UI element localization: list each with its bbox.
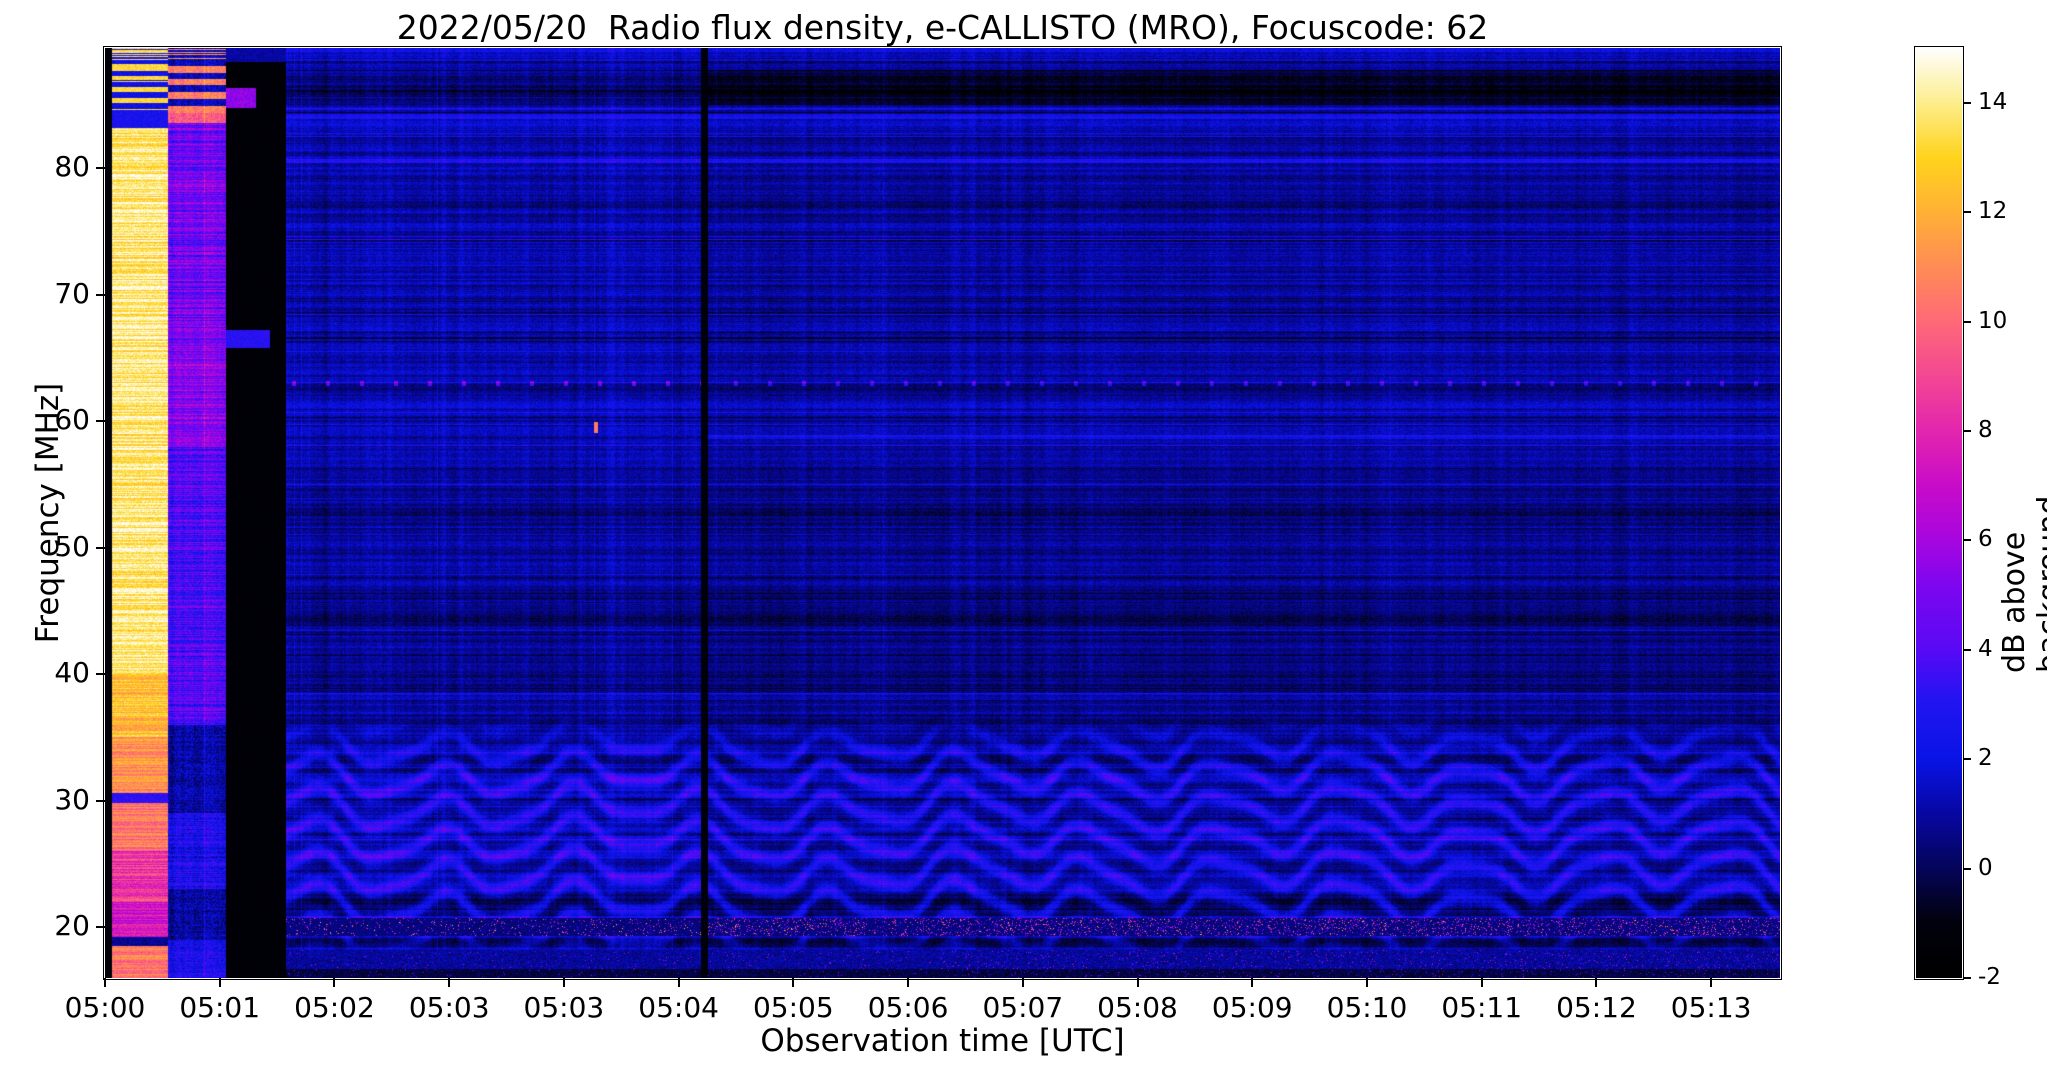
x-tick-mark: [1365, 978, 1368, 987]
colorbar-tick-label: 4: [1978, 635, 1993, 662]
colorbar-label: dB above background: [1997, 495, 2047, 673]
colorbar-tick-label: -2: [1978, 964, 2001, 990]
colorbar-tick-mark: [1963, 211, 1971, 214]
x-tick-mark: [448, 978, 451, 987]
x-tick-label: 05:02: [294, 991, 375, 1024]
y-tick-mark: [96, 926, 105, 929]
x-tick-mark: [104, 978, 106, 987]
y-tick-label: 70: [54, 276, 90, 310]
x-tick-mark: [333, 978, 336, 987]
x-tick-label: 05:09: [1211, 991, 1293, 1024]
x-tick-label: 05:11: [1441, 991, 1523, 1024]
x-tick-mark: [907, 978, 910, 987]
colorbar-tick-mark: [1963, 320, 1971, 323]
colorbar-tick-mark: [1963, 758, 1971, 761]
x-tick-label: 05:12: [1556, 991, 1637, 1024]
x-tick-mark: [1480, 978, 1483, 987]
y-axis-label: Frequency [MHz]: [30, 382, 66, 644]
colorbar-tick-mark: [1963, 429, 1971, 432]
colorbar-canvas: [1916, 48, 1962, 978]
y-tick-mark: [96, 546, 105, 549]
x-tick-label: 05:13: [1670, 991, 1752, 1024]
colorbar-tick-label: 8: [1978, 416, 1993, 443]
x-tick-label: 05:03: [408, 991, 490, 1024]
y-tick-label: 40: [54, 656, 90, 690]
x-tick-mark: [562, 978, 565, 987]
x-tick-label: 05:04: [638, 991, 719, 1024]
y-tick-mark: [96, 293, 105, 296]
y-tick-label: 60: [54, 403, 90, 437]
x-tick-label: 05:01: [179, 991, 261, 1024]
x-tick-label: 05:08: [1097, 991, 1178, 1024]
colorbar-tick-label: 12: [1978, 198, 2008, 225]
x-tick-label: 05:07: [982, 991, 1064, 1024]
x-tick-mark: [677, 978, 680, 987]
y-tick-mark: [96, 799, 105, 802]
y-tick-label: 20: [54, 909, 90, 943]
y-tick-label: 50: [54, 529, 90, 563]
x-tick-mark: [1710, 978, 1713, 987]
x-tick-mark: [1595, 978, 1598, 987]
x-axis-label: Observation time [UTC]: [760, 1023, 1125, 1059]
colorbar-tick-label: 2: [1978, 745, 1993, 772]
colorbar-tick-label: 10: [1978, 307, 2008, 334]
y-tick-mark: [96, 420, 105, 423]
y-tick-label: 30: [54, 782, 90, 816]
x-tick-mark: [218, 978, 221, 987]
colorbar-tick-mark: [1963, 977, 1971, 979]
y-tick-label: 80: [54, 150, 90, 184]
x-tick-label: 05:10: [1326, 991, 1408, 1024]
x-tick-mark: [1251, 978, 1254, 987]
y-tick-mark: [96, 673, 105, 676]
plot-title: 2022/05/20 Radio flux density, e-CALLIST…: [396, 8, 1489, 47]
x-tick-label: 05:03: [523, 991, 605, 1024]
x-tick-mark: [1021, 978, 1024, 987]
x-tick-mark: [792, 978, 795, 987]
colorbar-tick-mark: [1963, 539, 1971, 542]
x-tick-label: 05:06: [867, 991, 949, 1024]
x-tick-mark: [1136, 978, 1139, 987]
x-tick-label: 05:05: [752, 991, 834, 1024]
colorbar-tick-mark: [1963, 101, 1971, 104]
colorbar-tick-label: 14: [1978, 88, 2008, 115]
x-tick-label: 05:00: [64, 991, 146, 1024]
colorbar-tick-label: 0: [1978, 854, 1993, 881]
y-tick-mark: [96, 167, 105, 170]
colorbar-tick-mark: [1963, 648, 1971, 651]
colorbar-tick-label: 6: [1978, 526, 1993, 553]
heatmap-canvas: [105, 48, 1780, 978]
colorbar-tick-mark: [1963, 867, 1971, 870]
